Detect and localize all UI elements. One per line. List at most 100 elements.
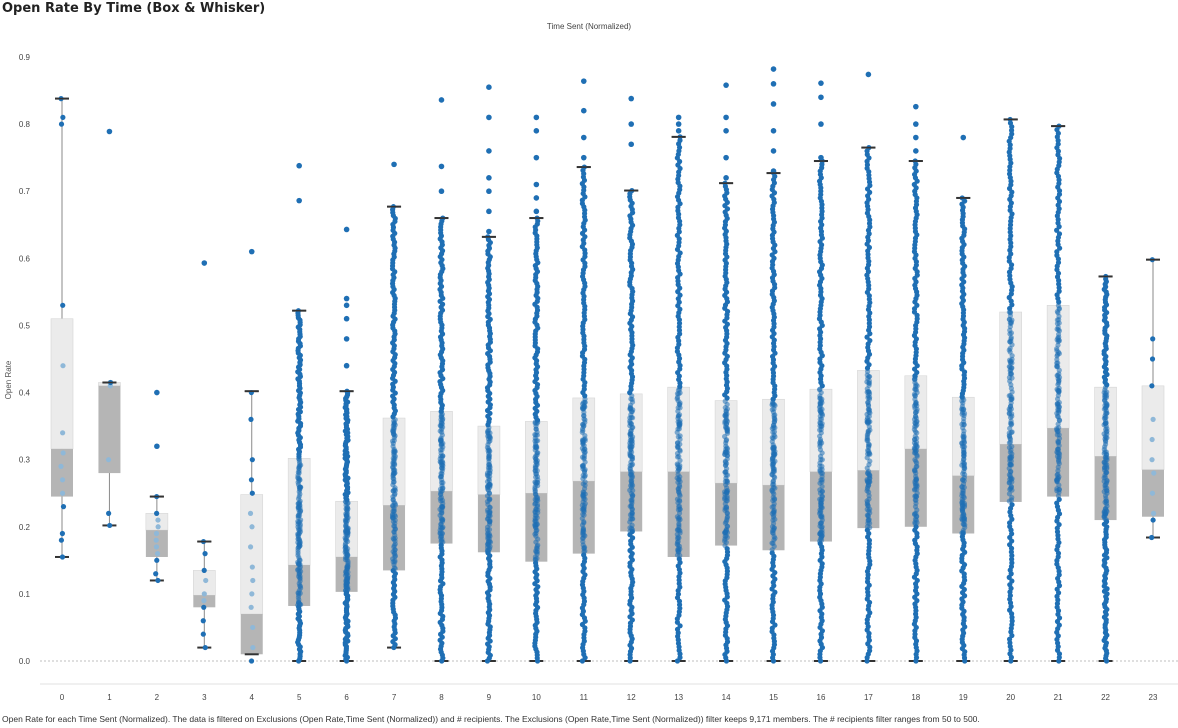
- box-group: [951, 134, 975, 664]
- data-point: [629, 511, 635, 517]
- data-point: [1009, 502, 1015, 508]
- data-point: [1008, 358, 1014, 364]
- data-point: [866, 450, 872, 456]
- data-point: [1007, 403, 1014, 409]
- data-point: [912, 482, 919, 488]
- data-point: [818, 457, 824, 463]
- data-point: [486, 497, 492, 503]
- x-tick-label: 12: [627, 693, 636, 702]
- outlier-point: [533, 195, 540, 201]
- data-point: [391, 492, 398, 498]
- outlier-point: [154, 443, 160, 450]
- data-point: [532, 479, 538, 485]
- data-point: [582, 466, 588, 473]
- data-point: [344, 576, 350, 583]
- data-point: [1103, 498, 1110, 504]
- data-point: [247, 544, 254, 550]
- data-point: [628, 516, 634, 522]
- outlier-point: [580, 78, 587, 84]
- data-point: [391, 418, 397, 424]
- data-point: [1149, 356, 1156, 362]
- data-point: [912, 376, 918, 383]
- data-point: [107, 522, 113, 529]
- data-point: [770, 429, 776, 435]
- data-point: [865, 399, 871, 405]
- outlier-point: [960, 134, 967, 141]
- data-point: [248, 604, 254, 610]
- data-point: [533, 471, 540, 477]
- data-point: [390, 535, 396, 542]
- data-point: [772, 535, 778, 541]
- outlier-point: [580, 154, 587, 161]
- data-point: [1103, 426, 1109, 433]
- data-point: [344, 551, 351, 558]
- data-point: [1008, 320, 1014, 327]
- data-point: [1007, 229, 1013, 235]
- data-point: [1103, 394, 1110, 401]
- data-point: [248, 658, 255, 664]
- data-point: [818, 513, 824, 519]
- data-point: [629, 492, 636, 498]
- data-point: [629, 482, 636, 489]
- x-tick-label: 11: [580, 693, 589, 702]
- data-point: [1150, 510, 1157, 516]
- data-point: [392, 500, 398, 507]
- outlier-point: [913, 121, 919, 127]
- data-point: [771, 496, 778, 502]
- data-point: [1054, 400, 1061, 407]
- data-point: [582, 472, 588, 478]
- data-point: [581, 423, 587, 430]
- data-point: [675, 547, 681, 553]
- data-point: [770, 540, 776, 546]
- data-point: [1007, 338, 1013, 345]
- data-point: [296, 590, 302, 596]
- outlier-point: [818, 121, 824, 127]
- data-point: [864, 419, 870, 425]
- data-point: [534, 543, 540, 550]
- data-point: [724, 510, 730, 516]
- data-point: [674, 535, 681, 542]
- data-point: [723, 528, 730, 534]
- box-group: [287, 162, 311, 664]
- outlier-point: [106, 128, 113, 135]
- data-point: [440, 465, 446, 472]
- data-point: [864, 334, 870, 340]
- data-point: [628, 504, 634, 510]
- data-point: [817, 536, 824, 542]
- outlier-point: [343, 302, 350, 309]
- data-point: [677, 623, 683, 629]
- box-group: [525, 114, 548, 664]
- data-point: [677, 390, 683, 396]
- data-point: [1056, 377, 1062, 383]
- data-point: [914, 418, 920, 424]
- data-point: [581, 413, 587, 419]
- data-point: [1008, 497, 1015, 503]
- data-point: [722, 418, 728, 425]
- data-point: [438, 538, 444, 545]
- data-point: [818, 416, 825, 422]
- axes: Open Rate 0.0 0.1 0.2 0.3 0.4 0.5 0.6 0.7 0.8 0.9 0…: [4, 53, 1178, 702]
- outlier-point: [818, 94, 824, 101]
- data-point: [582, 446, 588, 452]
- box-group: [1094, 273, 1117, 664]
- data-point: [627, 487, 633, 493]
- outlier-point: [343, 362, 350, 369]
- outlier-point: [628, 141, 635, 148]
- data-point: [59, 530, 65, 537]
- data-point: [676, 453, 682, 459]
- data-point: [1054, 326, 1060, 332]
- data-point: [59, 554, 66, 560]
- data-point: [677, 421, 683, 428]
- data-point: [582, 548, 588, 554]
- outlier-point: [248, 248, 255, 255]
- data-point: [771, 510, 777, 516]
- data-point: [1056, 231, 1063, 237]
- data-point: [959, 517, 966, 523]
- data-point: [1103, 420, 1109, 426]
- data-point: [486, 526, 493, 533]
- data-point: [487, 434, 493, 440]
- x-tick-label: 8: [439, 693, 444, 702]
- x-tick-label: 9: [487, 693, 492, 702]
- outlier-point: [913, 148, 919, 154]
- data-point: [1054, 252, 1060, 258]
